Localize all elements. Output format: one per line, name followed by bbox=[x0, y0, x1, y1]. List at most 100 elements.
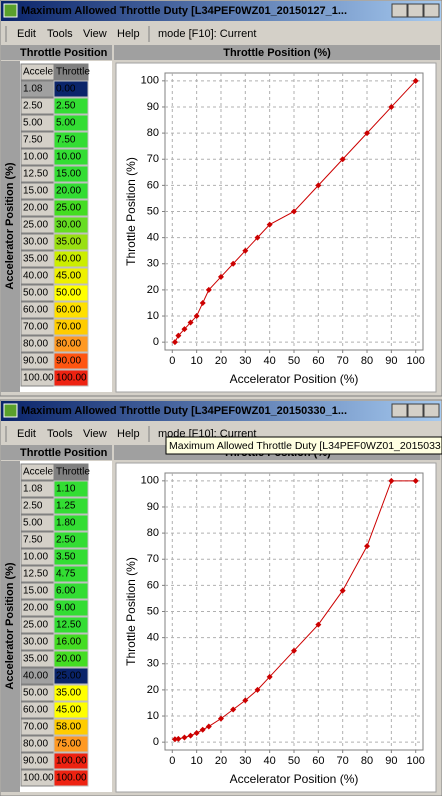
value-cell[interactable] bbox=[53, 318, 89, 336]
menu-item[interactable]: View bbox=[83, 28, 107, 40]
menu-item[interactable]: Tools bbox=[47, 428, 73, 440]
menu-item[interactable]: Edit bbox=[17, 28, 36, 40]
cell-value[interactable]: 20.00 bbox=[56, 186, 81, 197]
cell-value[interactable]: 15.00 bbox=[56, 169, 81, 180]
minimize-button[interactable] bbox=[391, 403, 408, 418]
row-header[interactable]: 20.00 bbox=[23, 603, 48, 614]
minimize-button[interactable] bbox=[391, 3, 408, 18]
row-header[interactable]: 30.00 bbox=[23, 637, 48, 648]
row-header[interactable]: 10.00 bbox=[23, 552, 48, 563]
row-header[interactable]: 20.00 bbox=[23, 203, 48, 214]
value-cell[interactable] bbox=[53, 633, 89, 651]
value-cell[interactable] bbox=[53, 769, 89, 787]
row-header[interactable]: 80.00 bbox=[23, 739, 48, 750]
row-header[interactable]: 100.00 bbox=[23, 373, 54, 384]
cell-value[interactable]: 1.80 bbox=[56, 518, 76, 529]
row-header[interactable]: 7.50 bbox=[23, 135, 43, 146]
cell-value[interactable]: 75.00 bbox=[56, 739, 81, 750]
value-cell[interactable] bbox=[53, 752, 89, 770]
cell-value[interactable]: 0.00 bbox=[56, 84, 76, 95]
row-header[interactable]: 40.00 bbox=[23, 671, 48, 682]
value-cell[interactable] bbox=[53, 480, 89, 498]
row-header[interactable]: 90.00 bbox=[23, 356, 48, 367]
menu-item[interactable]: Help bbox=[117, 28, 140, 40]
close-button[interactable] bbox=[423, 3, 440, 18]
row-header[interactable]: 25.00 bbox=[23, 620, 48, 631]
row-header[interactable]: 90.00 bbox=[23, 756, 48, 767]
value-cell[interactable] bbox=[53, 182, 89, 200]
cell-value[interactable]: 10.00 bbox=[56, 152, 81, 163]
row-header[interactable]: 1.08 bbox=[23, 84, 43, 95]
cell-value[interactable]: 80.00 bbox=[56, 339, 81, 350]
cell-value[interactable]: 30.00 bbox=[56, 220, 81, 231]
value-cell[interactable] bbox=[53, 114, 89, 132]
cell-value[interactable]: 35.00 bbox=[56, 237, 81, 248]
row-header[interactable]: 35.00 bbox=[23, 254, 48, 265]
menu-item[interactable]: View bbox=[83, 428, 107, 440]
row-header[interactable]: 12.50 bbox=[23, 169, 48, 180]
row-header[interactable]: 2.50 bbox=[23, 501, 43, 512]
value-cell[interactable] bbox=[53, 165, 89, 183]
value-cell[interactable] bbox=[53, 369, 89, 387]
row-header[interactable]: 100.00 bbox=[23, 773, 54, 784]
value-cell[interactable] bbox=[53, 582, 89, 600]
maximize-button[interactable] bbox=[407, 3, 424, 18]
cell-value[interactable]: 1.10 bbox=[56, 484, 76, 495]
cell-value[interactable]: 45.00 bbox=[56, 271, 81, 282]
cell-value[interactable]: 3.50 bbox=[56, 552, 76, 563]
row-header[interactable]: 80.00 bbox=[23, 339, 48, 350]
cell-value[interactable]: 7.50 bbox=[56, 135, 76, 146]
value-cell[interactable] bbox=[53, 650, 89, 668]
value-cell[interactable] bbox=[53, 199, 89, 217]
cell-value[interactable]: 100.00 bbox=[56, 756, 87, 767]
cell-value[interactable]: 16.00 bbox=[56, 637, 81, 648]
value-cell[interactable] bbox=[53, 667, 89, 685]
row-header[interactable]: 50.00 bbox=[23, 288, 48, 299]
row-header[interactable]: 40.00 bbox=[23, 271, 48, 282]
cell-value[interactable]: 50.00 bbox=[56, 288, 81, 299]
value-cell[interactable] bbox=[53, 718, 89, 736]
row-header[interactable]: 12.50 bbox=[23, 569, 48, 580]
cell-value[interactable]: 2.50 bbox=[56, 101, 76, 112]
value-cell[interactable] bbox=[53, 565, 89, 583]
menu-item[interactable]: Help bbox=[117, 428, 140, 440]
row-header[interactable]: 35.00 bbox=[23, 654, 48, 665]
row-header[interactable]: 10.00 bbox=[23, 152, 48, 163]
cell-value[interactable]: 9.00 bbox=[56, 603, 76, 614]
value-cell[interactable] bbox=[53, 531, 89, 549]
cell-value[interactable]: 6.00 bbox=[56, 586, 76, 597]
row-header[interactable]: 15.00 bbox=[23, 586, 48, 597]
menu-item[interactable]: Edit bbox=[17, 428, 36, 440]
value-cell[interactable] bbox=[53, 684, 89, 702]
cell-value[interactable]: 45.00 bbox=[56, 705, 81, 716]
value-cell[interactable] bbox=[53, 148, 89, 166]
cell-value[interactable]: 35.00 bbox=[56, 688, 81, 699]
cell-value[interactable]: 4.75 bbox=[56, 569, 76, 580]
row-header[interactable]: 15.00 bbox=[23, 186, 48, 197]
value-cell[interactable] bbox=[53, 616, 89, 634]
row-header[interactable]: 7.50 bbox=[23, 535, 43, 546]
row-header[interactable]: 25.00 bbox=[23, 220, 48, 231]
cell-value[interactable]: 60.00 bbox=[56, 305, 81, 316]
row-header[interactable]: 30.00 bbox=[23, 237, 48, 248]
row-header[interactable]: 70.00 bbox=[23, 722, 48, 733]
value-cell[interactable] bbox=[53, 80, 89, 98]
cell-value[interactable]: 25.00 bbox=[56, 671, 81, 682]
row-header[interactable]: 60.00 bbox=[23, 705, 48, 716]
value-cell[interactable] bbox=[53, 514, 89, 532]
row-header[interactable]: 50.00 bbox=[23, 688, 48, 699]
value-cell[interactable] bbox=[53, 599, 89, 617]
value-cell[interactable] bbox=[53, 284, 89, 302]
cell-value[interactable]: 100.00 bbox=[56, 373, 87, 384]
cell-value[interactable]: 58.00 bbox=[56, 722, 81, 733]
row-header[interactable]: 2.50 bbox=[23, 101, 43, 112]
close-button[interactable] bbox=[423, 403, 440, 418]
cell-value[interactable]: 100.00 bbox=[56, 773, 87, 784]
cell-value[interactable]: 2.50 bbox=[56, 535, 76, 546]
value-cell[interactable] bbox=[53, 352, 89, 370]
cell-value[interactable]: 70.00 bbox=[56, 322, 81, 333]
cell-value[interactable]: 20.00 bbox=[56, 654, 81, 665]
value-cell[interactable] bbox=[53, 335, 89, 353]
cell-value[interactable]: 40.00 bbox=[56, 254, 81, 265]
cell-value[interactable]: 25.00 bbox=[56, 203, 81, 214]
